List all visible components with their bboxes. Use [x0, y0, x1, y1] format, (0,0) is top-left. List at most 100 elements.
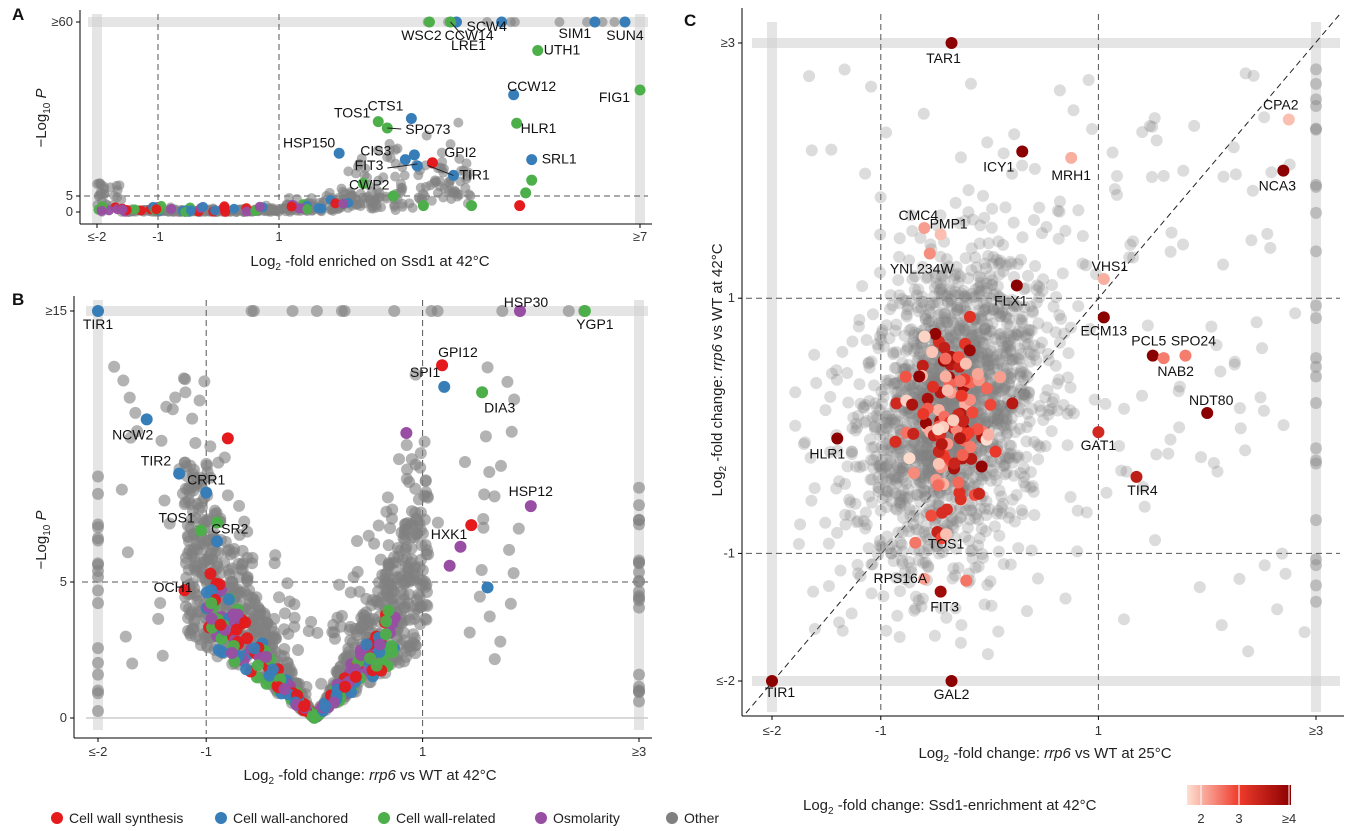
data-point	[1289, 307, 1302, 320]
data-point	[488, 653, 501, 666]
data-point	[958, 291, 971, 304]
data-point	[975, 443, 988, 456]
data-point	[1179, 349, 1192, 362]
data-point	[995, 507, 1008, 520]
data-point	[947, 396, 960, 409]
data-point	[1256, 342, 1269, 355]
data-point	[971, 367, 984, 380]
data-point	[494, 635, 507, 648]
data-point	[888, 362, 901, 375]
data-point	[979, 415, 992, 428]
data-point	[1005, 367, 1018, 380]
data-point	[1079, 259, 1092, 272]
data-point	[1030, 284, 1043, 297]
data-point	[891, 609, 904, 622]
data-point	[1007, 298, 1020, 311]
data-point	[1124, 238, 1137, 251]
data-point	[966, 406, 979, 419]
data-point	[1026, 402, 1039, 415]
data-point	[879, 461, 892, 474]
data-point	[874, 540, 887, 553]
legend-label: Other	[684, 810, 719, 826]
data-point	[1310, 595, 1322, 608]
data-point	[880, 452, 893, 465]
data-point	[310, 305, 323, 317]
data-point	[1036, 284, 1049, 297]
data-point	[888, 470, 901, 483]
data-point	[494, 459, 507, 472]
data-point	[633, 514, 645, 527]
data-point	[958, 301, 971, 314]
data-point	[917, 107, 930, 120]
data-point	[318, 700, 331, 713]
data-point	[1005, 305, 1018, 318]
data-point	[994, 418, 1007, 431]
data-point	[917, 556, 930, 569]
data-point	[860, 414, 873, 427]
data-point	[1042, 347, 1055, 360]
y-tick-label: ≤-2	[716, 673, 735, 688]
data-point	[845, 607, 858, 620]
data-point	[1017, 476, 1030, 489]
data-point	[1173, 380, 1186, 393]
data-point	[1005, 419, 1018, 432]
data-point	[984, 368, 997, 381]
data-point	[944, 325, 957, 338]
data-point	[1023, 387, 1036, 400]
data-point	[836, 624, 849, 637]
data-point	[298, 700, 311, 713]
data-point	[896, 465, 909, 478]
data-point	[1022, 386, 1035, 399]
data-point	[959, 503, 972, 516]
data-point	[996, 400, 1009, 413]
data-point	[1032, 317, 1045, 330]
data-point	[936, 270, 949, 283]
data-point	[865, 355, 878, 368]
data-point	[1013, 342, 1026, 355]
data-point	[860, 518, 873, 531]
data-point	[582, 17, 593, 27]
data-point	[908, 604, 921, 617]
data-point	[888, 417, 901, 430]
data-point	[993, 529, 1006, 542]
data-point	[956, 449, 969, 462]
point-label: CCW14	[445, 27, 494, 43]
data-point	[944, 293, 957, 306]
data-point	[808, 348, 821, 361]
data-point	[921, 441, 934, 454]
point-label: FIT3	[355, 157, 384, 173]
data-point	[992, 545, 1005, 558]
point-label: PMP1	[930, 215, 968, 231]
boundary-band-left	[93, 300, 103, 730]
data-point	[512, 522, 525, 535]
data-point	[431, 176, 442, 187]
data-point	[972, 270, 985, 283]
data-point	[313, 203, 324, 214]
data-point	[918, 484, 931, 497]
data-point	[1011, 299, 1024, 312]
data-point	[417, 200, 429, 212]
data-point	[942, 332, 955, 345]
data-point	[871, 412, 884, 425]
data-point	[904, 294, 917, 307]
y-tick-label: 5	[66, 188, 73, 203]
data-point	[418, 435, 431, 448]
data-point	[1310, 553, 1322, 566]
data-point	[959, 252, 972, 265]
data-point	[989, 381, 1002, 394]
data-point	[875, 326, 888, 339]
data-point	[1023, 415, 1036, 428]
data-point	[874, 191, 887, 204]
data-point	[1010, 328, 1023, 341]
data-point	[945, 675, 958, 687]
data-point	[944, 395, 957, 408]
data-point	[974, 331, 987, 344]
data-point	[117, 374, 130, 387]
x-tick-label: ≤-2	[88, 229, 107, 244]
data-point	[381, 491, 394, 504]
data-point	[990, 474, 1003, 487]
data-point	[1033, 342, 1046, 355]
data-point	[825, 143, 838, 156]
data-point	[959, 530, 972, 543]
data-point	[92, 570, 104, 583]
